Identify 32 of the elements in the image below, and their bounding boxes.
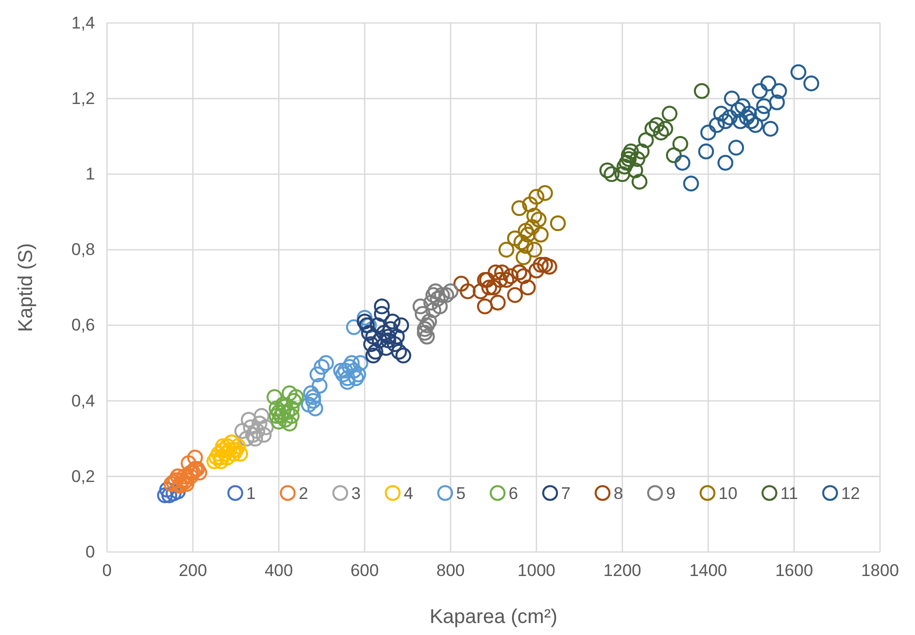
legend-label: 4	[404, 484, 414, 503]
y-tick-label: 0,8	[71, 240, 95, 260]
legend-label: 6	[508, 484, 518, 503]
y-tick-label: 0,2	[71, 466, 95, 486]
legend-label: 9	[666, 484, 676, 503]
y-tick-label: 0	[86, 542, 95, 562]
legend-label: 7	[561, 484, 571, 503]
x-tick-label: 600	[350, 561, 379, 580]
y-tick-label: 0,6	[71, 316, 95, 335]
x-tick-label: 1800	[861, 561, 899, 580]
y-tick-label: 1,2	[71, 89, 95, 108]
x-tick-label: 1200	[603, 561, 642, 580]
legend-label: 8	[614, 484, 624, 503]
legend-label: 1	[246, 484, 256, 503]
legend-label: 12	[841, 484, 860, 503]
x-tick-label: 200	[178, 561, 208, 580]
legend-label: 3	[351, 484, 361, 503]
y-tick-label: 1,4	[71, 13, 95, 32]
legend-label: 5	[456, 484, 466, 503]
x-tick-label: 0	[102, 561, 112, 580]
x-tick-label: 1000	[518, 561, 556, 580]
y-tick-label: 1	[86, 164, 95, 184]
y-tick-label: 0,4	[71, 391, 95, 410]
x-axis-title: Kaparea (cm²)	[430, 606, 558, 628]
y-axis-title: Kaptid (S)	[15, 243, 37, 332]
legend-label: 11	[780, 484, 798, 503]
x-tick-label: 400	[264, 561, 293, 580]
legend-label: 10	[718, 484, 738, 503]
x-tick-label: 1400	[689, 561, 728, 580]
x-tick-label: 800	[436, 561, 465, 580]
x-tick-label: 1600	[775, 561, 814, 580]
legend-label: 2	[298, 484, 308, 503]
